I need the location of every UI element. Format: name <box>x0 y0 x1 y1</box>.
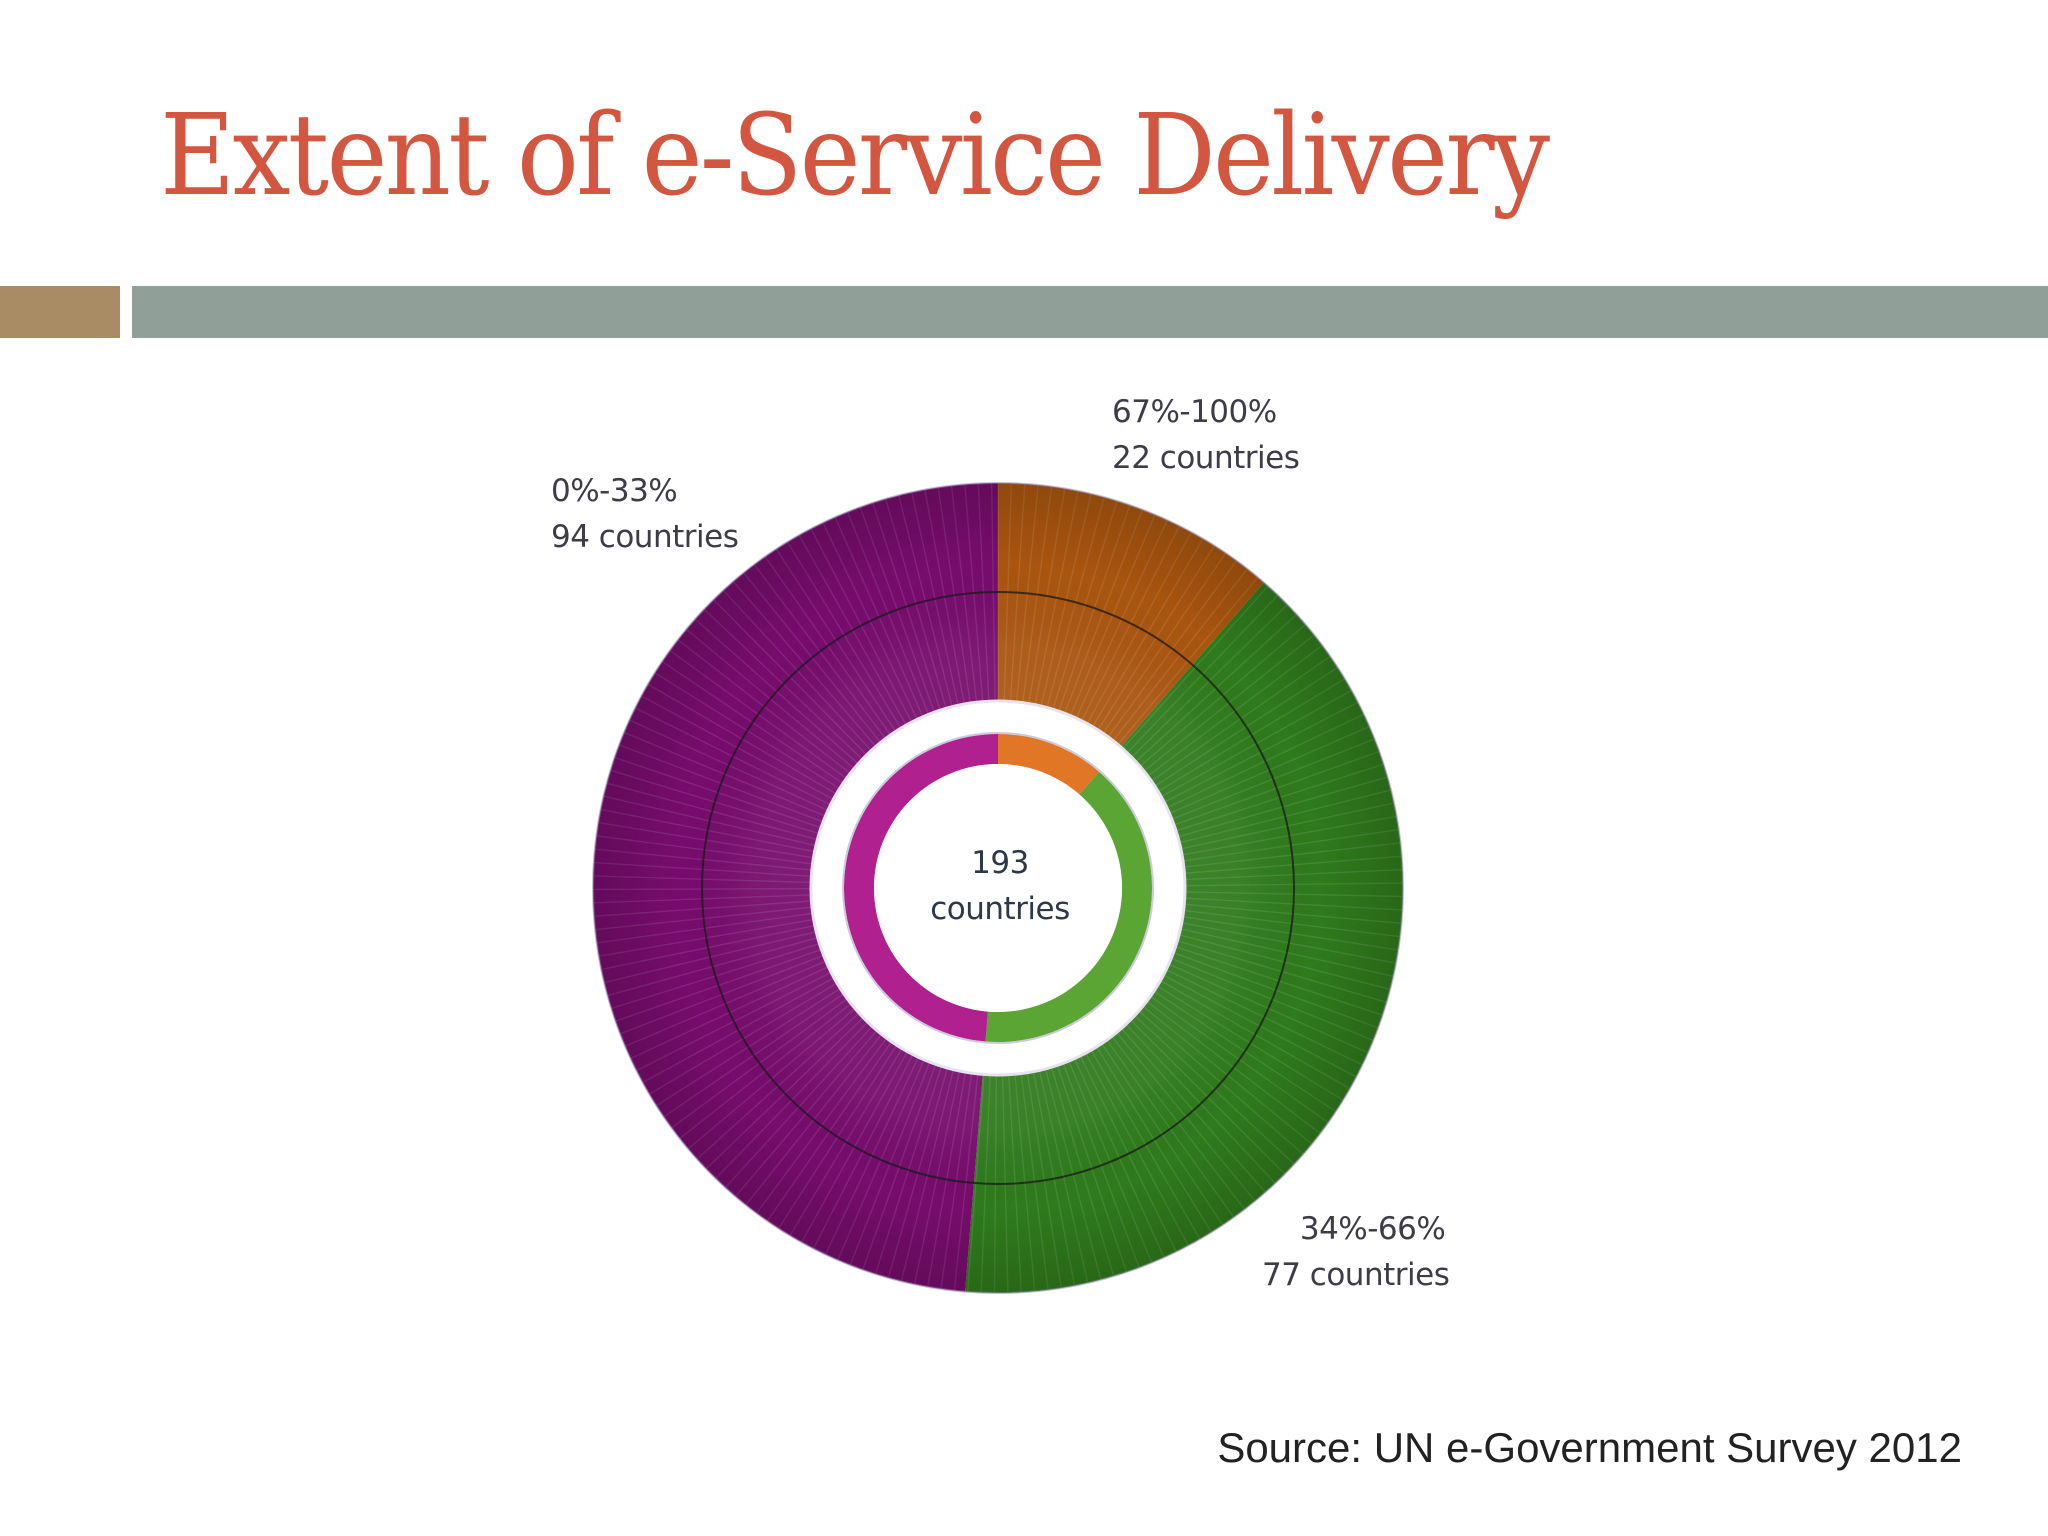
label-count: 94 countries <box>551 519 739 555</box>
label-range: 67%-100% <box>1112 394 1277 430</box>
center-label: 193 countries <box>890 840 1110 932</box>
label-34-66: 34%-66% 77 countries <box>1262 1206 1450 1298</box>
inner-segment <box>843 734 998 1042</box>
title-divider-bar <box>132 286 2048 338</box>
center-total: 193 <box>971 845 1029 881</box>
inner-segment <box>998 734 1100 795</box>
label-count: 77 countries <box>1262 1257 1450 1293</box>
label-range: 34%-66% <box>1299 1211 1446 1247</box>
label-range: 0%-33% <box>551 473 678 509</box>
source-citation: Source: UN e-Government Survey 2012 <box>1217 1424 1962 1471</box>
inner-segment <box>985 771 1153 1043</box>
label-count: 22 countries <box>1112 440 1300 476</box>
title-accent-bar <box>0 286 120 338</box>
center-unit: countries <box>930 891 1070 927</box>
label-0-33: 0%-33% 94 countries <box>551 468 739 560</box>
slide-title: Extent of e-Service Delivery <box>160 91 1550 221</box>
label-67-100: 67%-100% 22 countries <box>1112 389 1300 481</box>
